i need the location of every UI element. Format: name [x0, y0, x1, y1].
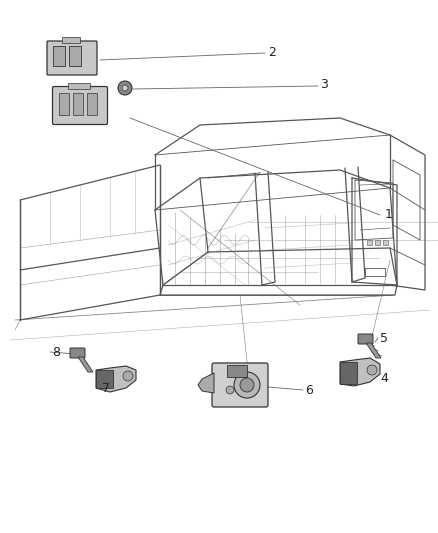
- Circle shape: [226, 386, 234, 394]
- Text: 5: 5: [380, 332, 388, 344]
- Polygon shape: [198, 373, 214, 393]
- Bar: [375, 240, 380, 245]
- Bar: [73, 93, 83, 115]
- Text: 2: 2: [268, 45, 276, 59]
- Polygon shape: [340, 362, 357, 384]
- FancyBboxPatch shape: [358, 334, 373, 344]
- Bar: [87, 93, 97, 115]
- FancyBboxPatch shape: [47, 41, 97, 75]
- Bar: [62, 37, 80, 43]
- Circle shape: [240, 378, 254, 392]
- Circle shape: [122, 85, 128, 91]
- Polygon shape: [96, 370, 113, 388]
- Text: 4: 4: [380, 372, 388, 384]
- Bar: [69, 46, 81, 66]
- Text: 8: 8: [52, 345, 60, 359]
- Circle shape: [118, 81, 132, 95]
- Bar: [59, 93, 69, 115]
- FancyBboxPatch shape: [70, 348, 85, 358]
- Circle shape: [234, 372, 260, 398]
- Text: 1: 1: [385, 208, 393, 222]
- Text: 6: 6: [305, 384, 313, 397]
- Polygon shape: [96, 366, 136, 392]
- Bar: [53, 46, 65, 66]
- Polygon shape: [78, 357, 93, 372]
- Circle shape: [367, 365, 377, 375]
- Bar: [367, 240, 372, 245]
- Bar: [68, 83, 90, 89]
- Bar: [383, 240, 388, 245]
- Text: 3: 3: [320, 78, 328, 92]
- Bar: [227, 365, 247, 377]
- Circle shape: [123, 371, 133, 381]
- Polygon shape: [340, 358, 380, 386]
- Polygon shape: [366, 343, 381, 358]
- FancyBboxPatch shape: [53, 86, 107, 125]
- FancyBboxPatch shape: [212, 363, 268, 407]
- Text: 7: 7: [102, 382, 110, 394]
